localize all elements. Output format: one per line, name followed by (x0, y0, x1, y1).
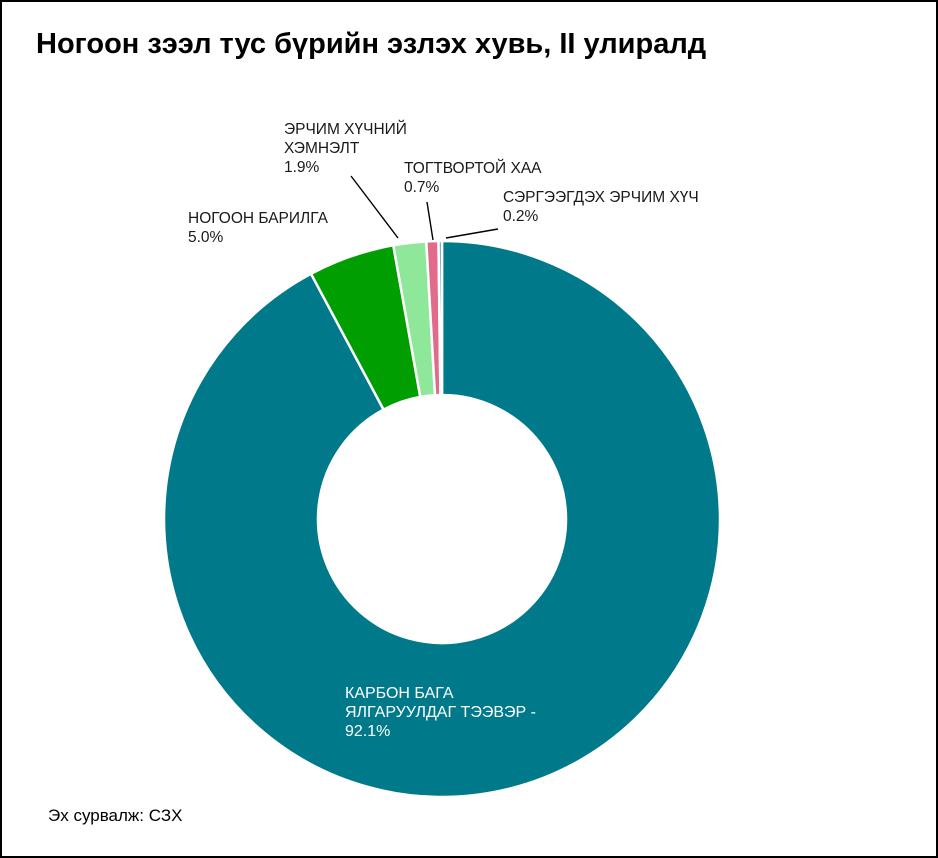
leader-line-4 (445, 228, 499, 239)
slice-0 (162, 239, 722, 799)
leader-line-2 (350, 175, 399, 239)
source-note: Эх сурвалж: СЗХ (48, 806, 183, 825)
slice-4 (437, 239, 444, 397)
slice-label-2: ЭРЧИМ ХҮЧНИЙ ХЭМНЭЛТ 1.9% (284, 120, 407, 176)
slice-label-0: КАРБОН БАГА ЯЛГАРУУЛДАГ ТЭЭВЭР -92.1% (345, 685, 536, 740)
slice-label-4: СЭРГЭЭГДЭХ ЭРЧИМ ХҮЧ 0.2% (503, 189, 699, 225)
chart-title: Ногоон зээл тус бүрийн эзлэх хувь, II ул… (36, 28, 707, 60)
leader-line-3 (426, 201, 434, 241)
slice-label-3: ТОГТВОРТОЙ ХАА 0.7% (404, 159, 542, 196)
slice-label-1: НОГООН БАРИЛГА 5.0% (188, 210, 329, 246)
